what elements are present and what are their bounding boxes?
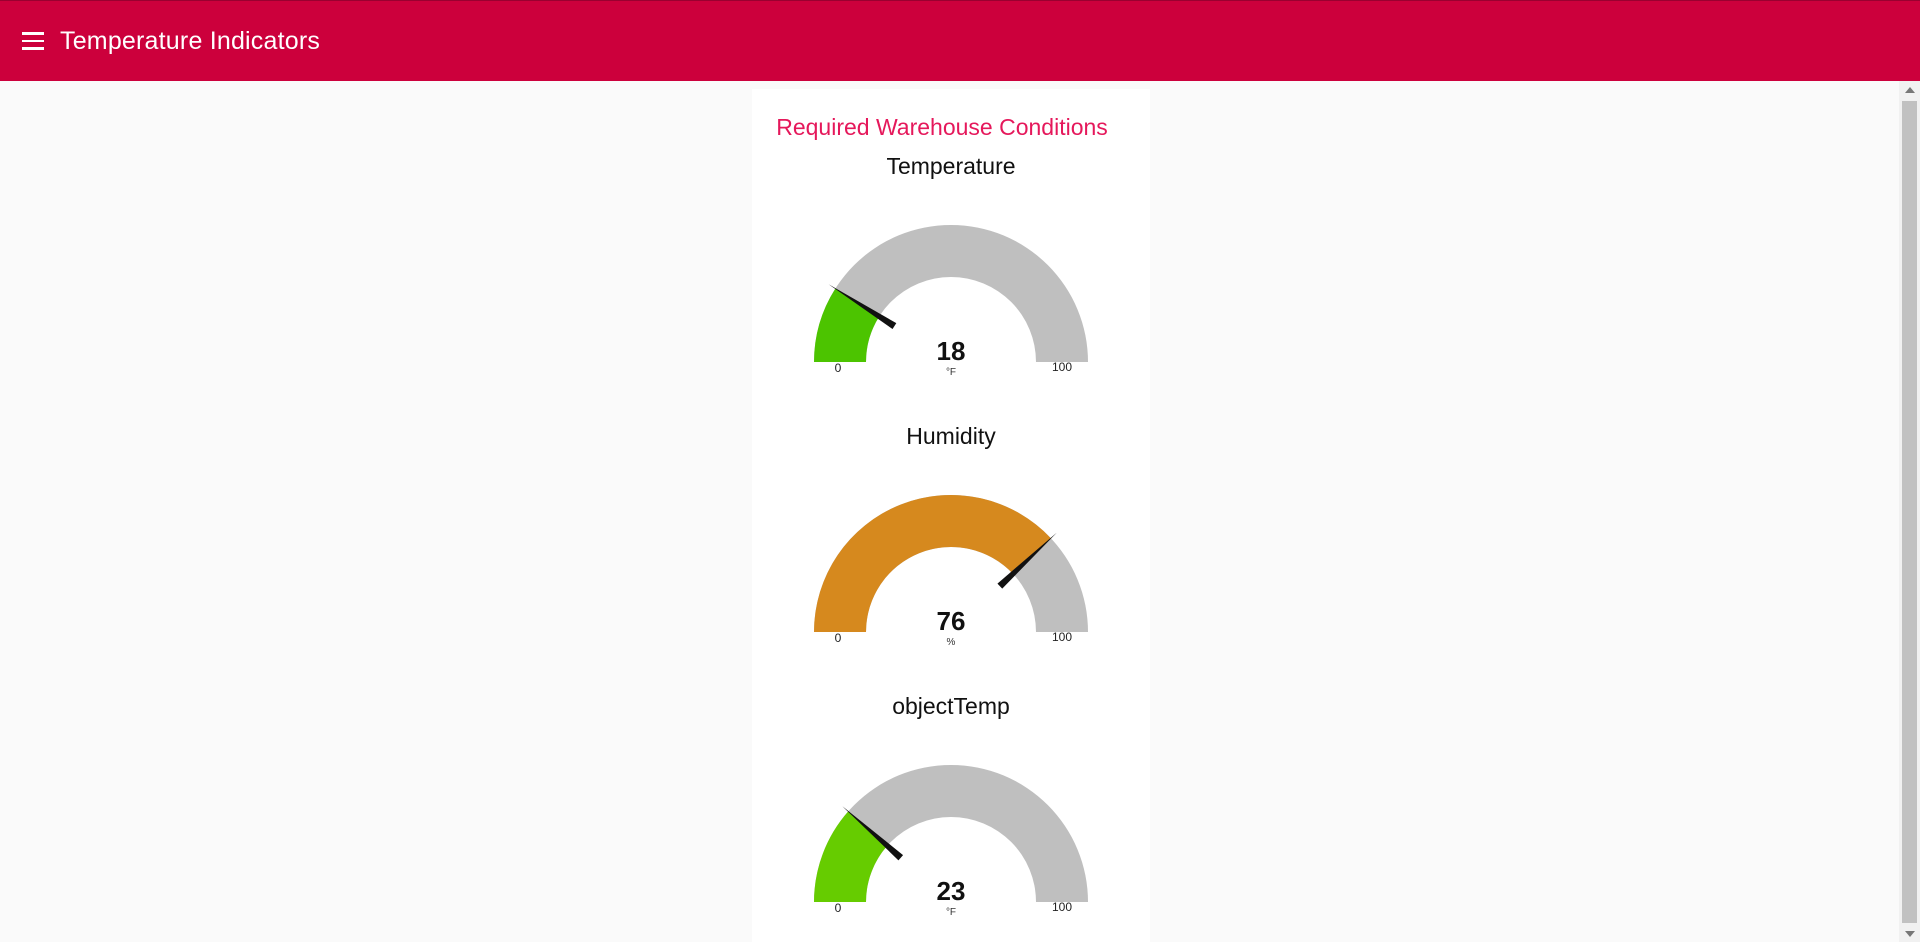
menu-icon-bar [22, 39, 44, 43]
dashboard-content: Required Warehouse Conditions Temperatur… [0, 81, 1899, 942]
gauge-min-label: 0 [835, 361, 842, 375]
gauge-value: 18 [937, 336, 966, 366]
gauge-max-label: 100 [1052, 360, 1072, 374]
gauge-title: Temperature [886, 153, 1016, 179]
app-header: Temperature Indicators [0, 0, 1920, 81]
gauge-needle [842, 806, 904, 861]
gauge-unit: °F [946, 367, 956, 378]
gauge-unit: °F [946, 907, 956, 918]
scrollbar-thumb[interactable] [1902, 101, 1917, 923]
gauge-title: Humidity [906, 423, 996, 449]
gauge-needle [828, 284, 897, 330]
gauge-value: 23 [937, 876, 966, 906]
gauge-humidity: Humidity 76 % 0 100 [752, 423, 1150, 693]
scroll-up-arrow-icon[interactable] [1899, 81, 1920, 98]
vertical-scrollbar[interactable] [1899, 81, 1920, 942]
page-title: Temperature Indicators [60, 26, 321, 55]
gauge-value: 76 [937, 606, 966, 636]
gauge-max-label: 100 [1052, 900, 1072, 914]
gauge-graphic: 18 °F 0 100 [814, 225, 1088, 378]
menu-icon[interactable] [22, 29, 46, 53]
menu-icon-bar [22, 32, 44, 35]
gauge-fill [814, 811, 888, 902]
gauge-track [814, 225, 1088, 362]
gauge-needle [997, 532, 1057, 589]
gauge-track [814, 765, 1088, 902]
group-title: Required Warehouse Conditions [776, 114, 1108, 140]
gauge-min-label: 0 [835, 631, 842, 645]
gauge-objecttemp: objectTemp 23 °F 0 100 [752, 693, 1150, 942]
gauge-graphic: 76 % 0 100 [814, 495, 1088, 648]
scroll-down-arrow-icon[interactable] [1899, 925, 1920, 942]
gauge-temperature: Temperature 18 °F 0 100 [752, 153, 1150, 423]
gauge-fill [814, 495, 1051, 632]
gauge-title: objectTemp [892, 693, 1010, 719]
gauge-max-label: 100 [1052, 630, 1072, 644]
gauge-min-label: 0 [835, 901, 842, 915]
gauge-graphic: 23 °F 0 100 [814, 765, 1088, 918]
widget-group: Required Warehouse Conditions Temperatur… [752, 89, 1150, 942]
menu-icon-bar [22, 47, 44, 50]
gauge-unit: % [947, 637, 956, 648]
